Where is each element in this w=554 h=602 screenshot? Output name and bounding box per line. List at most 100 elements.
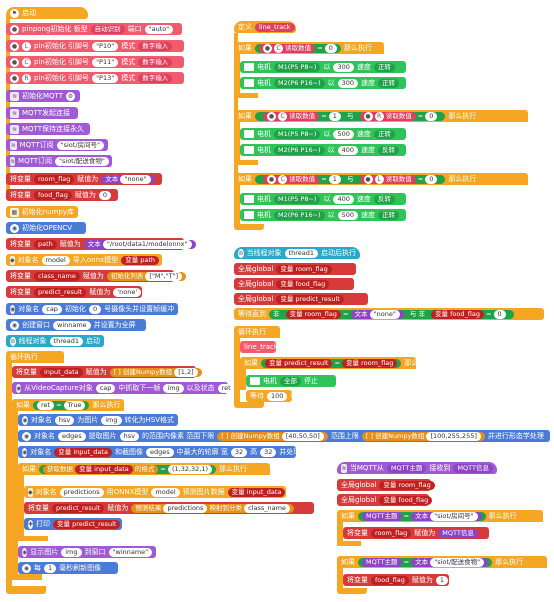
init-opencv[interactable]: ◉ 初始化OPENCV bbox=[6, 222, 86, 234]
get-shape-block[interactable]: 获取数据 变量 input_data 的格式 bbox=[43, 464, 159, 474]
extract-range-block[interactable]: ◉ 对象名 edges 提取图片 hsv 的范围内像素 范围下限 [ ] 创建N… bbox=[18, 430, 550, 442]
seconds-input[interactable]: 100 bbox=[267, 391, 288, 401]
show-image-block[interactable]: ◉ 显示图片 img 到窗口 "winname" bbox=[18, 546, 156, 558]
motor-m2-block[interactable]: 电机 M2(P6 P16~) 以 500 速度 正转 bbox=[240, 209, 406, 221]
image-input[interactable]: img bbox=[101, 415, 122, 425]
mqtt-receive-hat[interactable]: ≋ 当MQTT从 MQTT主题 接收到 MQTT信息 bbox=[337, 462, 497, 474]
motor-dropdown[interactable]: M2(P6 P16~) bbox=[274, 78, 325, 88]
and-block[interactable]: 非 变量 room_flag = 文本 "none" 与 非 变量 food_f… bbox=[269, 309, 514, 319]
speed-input[interactable]: 500 bbox=[333, 129, 354, 139]
mode-dropdown[interactable]: 数字输入 bbox=[138, 41, 173, 51]
set-path[interactable]: 将变量 path 赋值为 文本 "/root/data1/modelonnx" bbox=[6, 238, 196, 250]
shape-value[interactable]: (1,32,32,1) bbox=[167, 464, 213, 474]
var-dropdown[interactable]: predict_result bbox=[34, 287, 87, 297]
text-block[interactable]: 文本 "none" bbox=[101, 174, 155, 184]
compare-block[interactable]: 获取数据 变量 input_data 的格式 = (1,32,32,1) bbox=[39, 464, 217, 474]
var-dropdown[interactable]: food_flag bbox=[371, 575, 409, 585]
global-predict-result[interactable]: 全局global 变量 predict_result bbox=[234, 293, 368, 305]
read-frame-block[interactable]: ◉ 从VideoCapture对象 cap 中抓取下一帧 img 以及状态 re… bbox=[12, 382, 235, 394]
pin-field[interactable]: "P11" bbox=[92, 57, 119, 67]
text-value[interactable]: 'none' bbox=[113, 287, 142, 297]
object-input[interactable]: hsv bbox=[54, 415, 75, 425]
if-ret-true[interactable]: 如果 ret = True 那么执行 bbox=[12, 399, 124, 411]
image-input[interactable]: img bbox=[61, 547, 82, 557]
var-reporter[interactable]: 变量 room_flag bbox=[276, 264, 332, 274]
motor-m1-block[interactable]: 电机 M1(P5 P8~) 以 400 速度 反转 bbox=[240, 193, 406, 205]
list-value[interactable]: ["M","T"] bbox=[145, 271, 183, 281]
load-onnx-block[interactable]: ◆ 对象名 model 导入onnx模型 变量 path bbox=[6, 254, 162, 266]
define-line-track[interactable]: 定义 line_track bbox=[234, 21, 296, 33]
init-numpy[interactable]: ▦ 初始化numpy库 bbox=[6, 206, 78, 218]
map-class-block[interactable]: 预测结果 predictions 映射到分类 class_name bbox=[131, 503, 294, 513]
motor-m1-block[interactable]: 电机 M1(P5 P8~) 以 300 速度 正转 bbox=[240, 61, 406, 73]
motor-m2-block[interactable]: 电机 M2(P6 P16~) 以 400 速度 反转 bbox=[240, 144, 406, 156]
var-reporter[interactable]: 变量 input_data bbox=[227, 487, 286, 497]
image-var-input[interactable]: img bbox=[163, 383, 184, 393]
direction-dropdown[interactable]: 反转 bbox=[378, 145, 399, 155]
python-main-start-hat[interactable]: ⚑ 启动 bbox=[6, 7, 88, 19]
print-block[interactable]: ✚ 打印 变量 predict_result bbox=[24, 518, 122, 530]
var-reporter[interactable]: 变量 food_flag bbox=[379, 495, 433, 505]
topic-input[interactable]: "siot/房间号" bbox=[56, 140, 104, 150]
compare-block[interactable]: ret = True bbox=[33, 400, 90, 410]
model-input[interactable]: model bbox=[151, 487, 180, 497]
var-reporter[interactable]: 变量 path bbox=[121, 255, 160, 265]
mqtt-keep-block[interactable]: ≋ MQTT保持连接永久 bbox=[6, 123, 90, 135]
camera-id-input[interactable]: 0 bbox=[88, 304, 102, 314]
compare-block[interactable]: 变量 predict_result = 变量 room_flag bbox=[261, 358, 402, 368]
port-input[interactable]: "auto" bbox=[144, 24, 174, 34]
global-food-flag[interactable]: 全局global 变量 food_flag bbox=[234, 278, 354, 290]
if-topic-food[interactable]: 如果 MQTT主题 = 文本 "siot/配送食物" 那么执行 bbox=[337, 556, 547, 568]
var-reporter[interactable]: 变量 predict_result bbox=[276, 294, 344, 304]
set-input-data[interactable]: 将变量 input_data 赋值为 [ ] 创建Numpy数组 [1,2] bbox=[12, 366, 202, 378]
set-food-flag-1[interactable]: 将变量 food_flag 赋值为 1 bbox=[343, 574, 449, 586]
window-name-input[interactable]: winname bbox=[53, 320, 91, 330]
var-dropdown[interactable]: path bbox=[34, 239, 57, 249]
mqtt-init-block[interactable]: ≋ 初始化MQTT ⚙ bbox=[6, 90, 80, 102]
motor-dropdown[interactable]: M2(P6 P16~) bbox=[274, 210, 325, 220]
numpy-high-block[interactable]: [ ] 创建Numpy数组 [100,255,255] bbox=[361, 431, 485, 441]
direction-dropdown[interactable]: 反转 bbox=[373, 194, 395, 204]
var-dropdown[interactable]: input_data bbox=[40, 367, 83, 377]
direction-dropdown[interactable]: 正转 bbox=[378, 78, 399, 88]
numpy-low-block[interactable]: [ ] 创建Numpy数组 [40,50,50] bbox=[217, 431, 328, 441]
init-list-block[interactable]: 初始化列表 ["M","T"] bbox=[106, 271, 187, 281]
mode-dropdown[interactable]: 数字输入 bbox=[138, 73, 173, 83]
thread-name-input[interactable]: thread1 bbox=[49, 336, 83, 346]
object-input[interactable]: edges bbox=[58, 431, 86, 441]
global-room-flag-2[interactable]: 全局global 变量 room_flag bbox=[337, 479, 435, 491]
speed-input[interactable]: 400 bbox=[337, 145, 358, 155]
create-numpy-block[interactable]: [ ] 创建Numpy数组 [1,2] bbox=[109, 367, 202, 377]
motor-stop-block[interactable]: 电机 全部 停止 bbox=[246, 375, 336, 387]
speed-input[interactable]: 300 bbox=[333, 62, 354, 72]
mqtt-sub-food[interactable]: ≋ MQTT订阅 "siot/配送食物" bbox=[6, 155, 112, 167]
and-block[interactable]: ● C 读取数值 = 1 与 ● R 读取数值 = 0 bbox=[255, 111, 446, 121]
window-input[interactable]: "winname" bbox=[108, 547, 153, 557]
pin-field[interactable]: "P10" bbox=[92, 41, 119, 51]
array-value[interactable]: [1,2] bbox=[174, 367, 198, 377]
pinpong-init-block[interactable]: ● pinpong初始化 板型 自动识别 端口 "auto" bbox=[6, 23, 182, 35]
set-predict-result[interactable]: 将变量 predict_result 赋值为 'none' bbox=[6, 286, 142, 298]
mqtt-sub-room[interactable]: ≋ MQTT订阅 "siot/房间号" bbox=[6, 139, 108, 151]
text-block[interactable]: 文本 "/root/data1/modelonnx" bbox=[83, 239, 196, 249]
thread-start-block[interactable]: ⊜ 线程对象 thread1 启动 bbox=[6, 335, 104, 347]
object-name-input[interactable]: cap bbox=[42, 304, 62, 314]
function-name[interactable]: line_track bbox=[255, 22, 295, 32]
compare-block[interactable]: MQTT主题 = 文本 "siot/房间号" bbox=[358, 511, 486, 521]
var-dropdown[interactable]: class_name bbox=[34, 271, 80, 281]
motor-select-dropdown[interactable]: 全部 bbox=[280, 376, 301, 386]
motor-dropdown[interactable]: M1(P5 P8~) bbox=[274, 129, 321, 139]
if-predict-eq-room[interactable]: 如果 变量 predict_result = 变量 room_flag 那么执行 bbox=[240, 357, 432, 369]
number-input[interactable]: 1 bbox=[435, 575, 448, 585]
compare-block[interactable]: ● C 读取数值 = 0 bbox=[255, 43, 341, 53]
speed-input[interactable]: 400 bbox=[333, 194, 354, 204]
thread-run-hat[interactable]: ⊜ 当线程对象 thread1 启动后执行 bbox=[234, 247, 360, 259]
set-room-flag[interactable]: 将变量 room_flag 赋值为 文本 "none" bbox=[6, 173, 162, 185]
text-value[interactable]: "/root/data1/modelonnx" bbox=[102, 239, 192, 249]
object-input[interactable]: predictions bbox=[59, 487, 104, 497]
direction-dropdown[interactable]: 正转 bbox=[373, 129, 395, 139]
camera-init-block[interactable]: ◉ 对象名 cap 初始化 0 号摄像头并设置帧缓冲 bbox=[6, 303, 178, 315]
var-reporter[interactable]: 变量 room_flag bbox=[379, 480, 435, 490]
compare-block[interactable]: MQTT主题 = 文本 "siot/配送食物" bbox=[358, 557, 493, 567]
var-dropdown[interactable]: room_flag bbox=[371, 528, 412, 538]
